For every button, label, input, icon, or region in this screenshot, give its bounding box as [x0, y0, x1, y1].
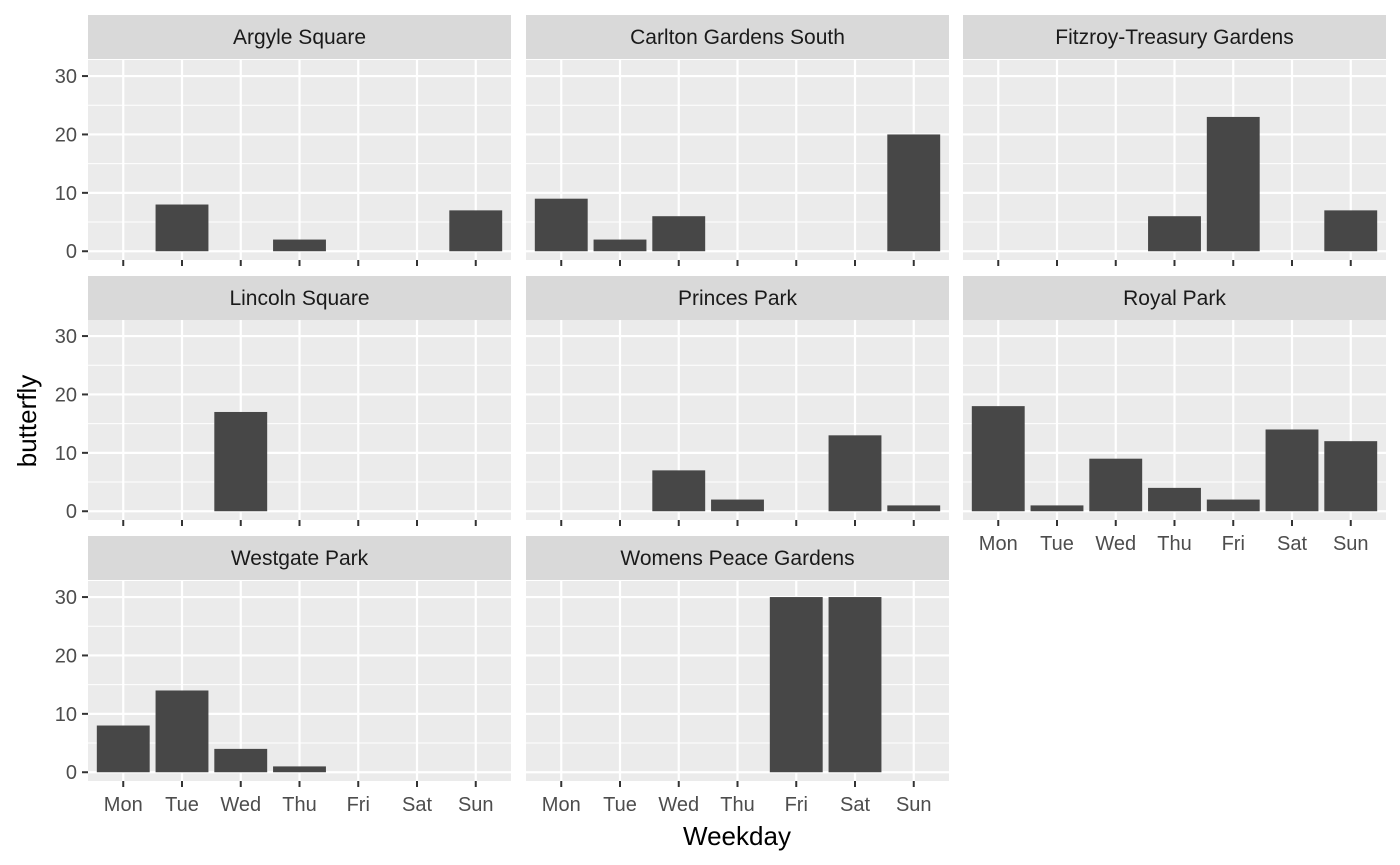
- bar-fri: [769, 597, 823, 773]
- x-tick-label: Mon: [542, 794, 581, 816]
- x-tick-label: Wed: [1095, 533, 1136, 555]
- bar-wed: [652, 470, 706, 512]
- x-tick-label: Sat: [402, 794, 432, 816]
- x-tick-label: Thu: [282, 794, 316, 816]
- x-tick-label: Mon: [104, 794, 143, 816]
- bar-sun: [1324, 441, 1378, 512]
- bar-thu: [1148, 216, 1201, 252]
- x-tick-label: Sun: [896, 794, 932, 816]
- facet-strip: [88, 15, 511, 59]
- bar-wed: [214, 411, 268, 512]
- y-tick-label: 10: [55, 443, 77, 465]
- bar-thu: [1148, 487, 1201, 512]
- y-tick-label: 30: [55, 326, 77, 348]
- bar-tue: [1030, 505, 1084, 512]
- facet-fitzroy-treasury-gardens: Fitzroy-Treasury Gardens: [963, 15, 1386, 266]
- facet-carlton-gardens-south: Carlton Gardens South: [526, 15, 949, 266]
- facet-argyle-square: Argyle Square 0 10 20 30: [55, 15, 511, 266]
- bar-wed: [652, 216, 706, 252]
- facet-strip: [88, 536, 511, 580]
- bar-mon: [534, 198, 588, 252]
- bar-wed: [214, 748, 268, 773]
- facet-lincoln-square: Lincoln Square 0 10 20 30: [55, 276, 511, 526]
- x-tick-label: Sun: [458, 794, 494, 816]
- bar-tue: [155, 204, 209, 252]
- bar-sun: [449, 210, 503, 252]
- facet-royal-park: Royal Park Mon Tue Wed Thu Fri Sat Sun: [963, 276, 1386, 555]
- x-tick-label: Sun: [1333, 533, 1369, 555]
- facet-title: Argyle Square: [233, 26, 366, 49]
- y-axis-title: butterfly: [12, 375, 42, 468]
- x-tick-label: Wed: [220, 794, 261, 816]
- x-tick-label: Fri: [347, 794, 370, 816]
- x-tick-label: Tue: [165, 794, 199, 816]
- x-tick-label: Tue: [603, 794, 637, 816]
- x-axis-title: Weekday: [683, 821, 791, 851]
- bar-tue: [593, 239, 647, 252]
- bar-sun: [887, 134, 941, 252]
- bar-sat: [1265, 429, 1319, 512]
- x-tick-label: Wed: [658, 794, 699, 816]
- x-tick-label: Tue: [1040, 533, 1074, 555]
- facet-strip: [88, 276, 511, 320]
- x-tick-label: Sat: [1277, 533, 1307, 555]
- bar-mon: [971, 406, 1025, 512]
- bar-thu: [711, 499, 764, 512]
- y-tick-label: 20: [55, 645, 77, 667]
- bar-thu: [273, 239, 326, 252]
- facet-title: Royal Park: [1123, 287, 1226, 310]
- facet-womens-peace-gardens: Womens Peace Gardens Mon Tue Wed Thu Fri Sat Su…: [526, 536, 949, 816]
- facet-panels: Argyle Square 0 10 20 30 Carlton Gardens Sout…: [55, 15, 1386, 816]
- x-tick-label: Fri: [1222, 533, 1245, 555]
- bar-sun: [887, 505, 941, 512]
- facet-title: Princes Park: [678, 287, 798, 310]
- facet-title: Womens Peace Gardens: [620, 547, 854, 570]
- bar-sat: [828, 597, 882, 773]
- bar-tue: [155, 690, 209, 773]
- y-tick-label: 0: [66, 762, 77, 784]
- facet-strip: [963, 15, 1386, 59]
- facet-strip: [526, 15, 949, 59]
- bar-thu: [273, 766, 326, 773]
- facet-title: Fitzroy-Treasury Gardens: [1055, 26, 1293, 49]
- facet-title: Carlton Gardens South: [630, 26, 845, 49]
- y-tick-label: 30: [55, 587, 77, 609]
- facet-strip: [526, 276, 949, 320]
- bar-fri: [1206, 499, 1260, 512]
- x-tick-label: Thu: [1157, 533, 1191, 555]
- y-tick-label: 0: [66, 501, 77, 523]
- facet-strip: [963, 276, 1386, 320]
- bar-mon: [96, 725, 150, 773]
- bar-sat: [828, 435, 882, 512]
- y-tick-label: 20: [55, 384, 77, 406]
- facet-westgate-park: Westgate Park 0 10 20 30 Mon Tue Wed Thu Fri Sat Su…: [55, 536, 511, 816]
- y-tick-label: 10: [55, 183, 77, 205]
- y-tick-label: 0: [66, 241, 77, 263]
- x-tick-label: Sat: [840, 794, 870, 816]
- y-tick-label: 30: [55, 66, 77, 88]
- x-tick-label: Fri: [785, 794, 808, 816]
- y-tick-label: 10: [55, 704, 77, 726]
- x-tick-label: Thu: [720, 794, 754, 816]
- facet-princes-park: Princes Park: [526, 276, 949, 526]
- facet-title: Westgate Park: [231, 547, 369, 570]
- y-tick-label: 20: [55, 124, 77, 146]
- bar-sun: [1324, 210, 1378, 252]
- facet-strip: [526, 536, 949, 580]
- facet-title: Lincoln Square: [229, 287, 369, 310]
- bar-fri: [1206, 116, 1260, 252]
- x-tick-label: Mon: [979, 533, 1018, 555]
- bar-wed: [1089, 458, 1143, 512]
